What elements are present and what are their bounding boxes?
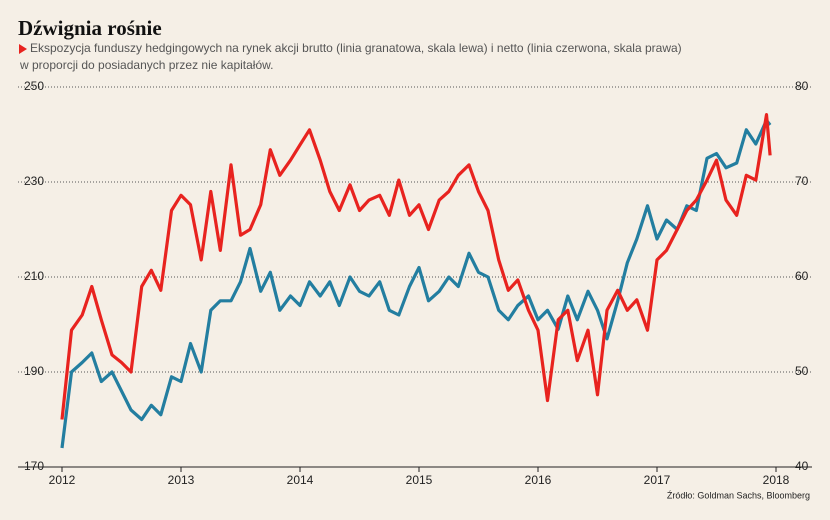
source: Źródło: Goldman Sachs, Bloomberg (667, 490, 810, 500)
y2-tick-label: 40 (795, 459, 809, 473)
chart-title: Dźwignia rośnie (18, 16, 162, 40)
y-tick-label: 210 (24, 269, 44, 283)
x-tick-label: 2013 (168, 473, 195, 487)
bullet (19, 44, 27, 54)
line-series (60, 113, 772, 420)
subtitle: Ekspozycja funduszy hedgingowych na ryne… (30, 41, 682, 55)
y-tick-label: 190 (24, 364, 44, 378)
x-tick-label: 2016 (525, 473, 552, 487)
y2-tick-label: 50 (795, 364, 809, 378)
x-tick-label: 2018 (763, 473, 790, 487)
y-tick-label: 170 (24, 459, 44, 473)
y-tick-label: 250 (24, 79, 44, 93)
x-tick-label: 2015 (406, 473, 433, 487)
x-tick-label: 2014 (287, 473, 314, 487)
y-tick-label: 230 (24, 174, 44, 188)
y2-tick-label: 60 (795, 269, 809, 283)
x-tick-label: 2017 (644, 473, 671, 487)
line-series (60, 118, 772, 449)
x-tick-label: 2012 (49, 473, 76, 487)
y2-tick-label: 80 (795, 79, 809, 93)
subtitle: w proporcji do posiadanych przez nie kap… (19, 58, 273, 72)
y2-tick-label: 70 (795, 174, 809, 188)
